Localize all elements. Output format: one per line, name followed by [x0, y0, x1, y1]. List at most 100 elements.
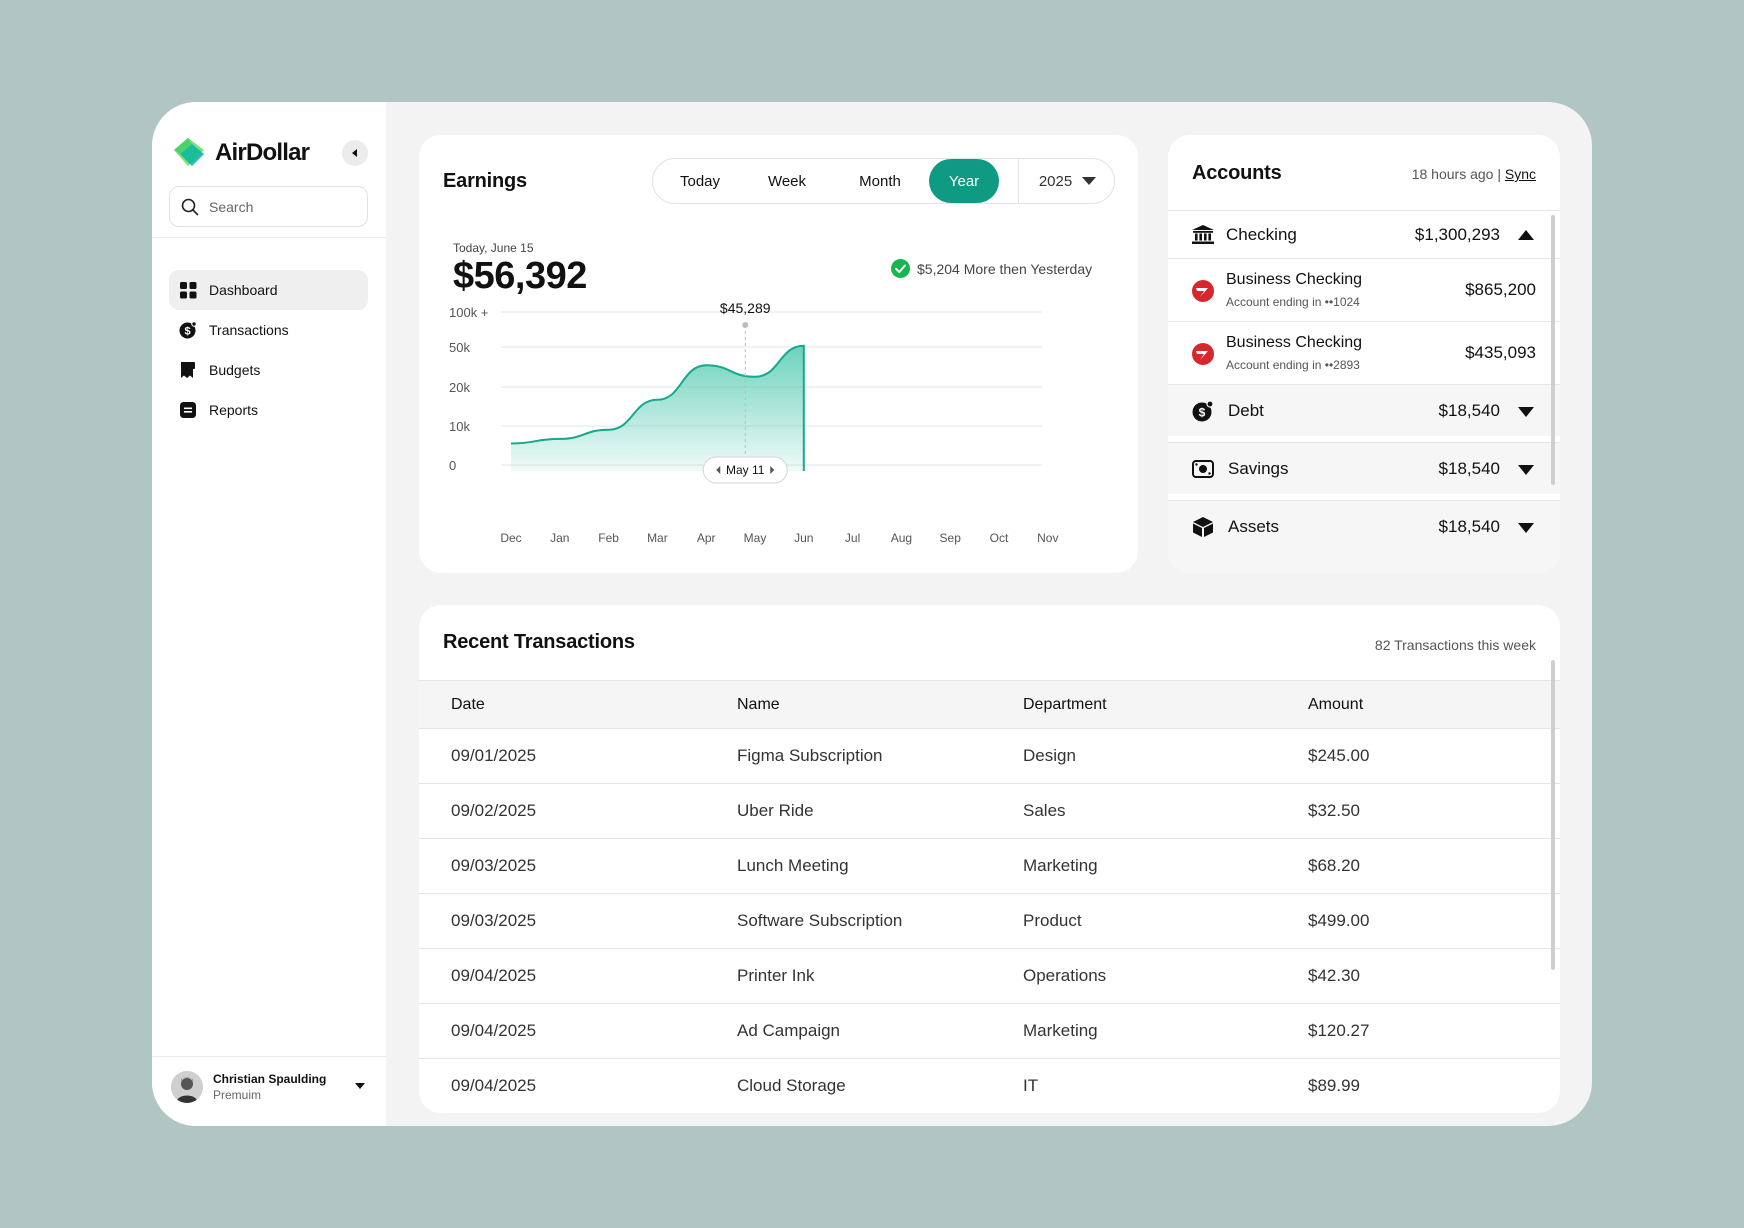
nav-item-reports[interactable]: Reports	[169, 390, 368, 430]
table-row[interactable]: 09/03/2025 Lunch Meeting Marketing $68.2…	[419, 838, 1560, 893]
cell-name: Figma Subscription	[737, 746, 883, 765]
user-profile[interactable]: Christian Spaulding Premuim	[171, 1071, 371, 1103]
account-group-checking[interactable]: Checking $1,300,293	[1168, 210, 1560, 258]
debt-icon: $	[1192, 400, 1214, 422]
y-tick-label: 100k +	[449, 305, 488, 320]
cell-name: Printer Ink	[737, 966, 815, 985]
avatar	[171, 1071, 203, 1103]
user-divider	[152, 1056, 386, 1057]
search-icon	[181, 198, 199, 215]
document-icon	[179, 401, 197, 419]
cell-amount: $68.20	[1308, 856, 1360, 875]
table-row[interactable]: 09/04/2025 Ad Campaign Marketing $120.27	[419, 1003, 1560, 1058]
earnings-amount: $56,392	[453, 255, 587, 297]
cell-amount: $42.30	[1308, 966, 1360, 985]
collapse-sidebar-button[interactable]	[342, 140, 368, 166]
cell-department: Marketing	[1023, 856, 1098, 875]
bank-logo-icon	[1192, 280, 1214, 302]
area-line	[510, 344, 805, 471]
account-sub: Account ending in ••1024	[1226, 295, 1360, 309]
x-tick-label: Dec	[500, 531, 521, 545]
cell-department: Design	[1023, 746, 1076, 765]
x-tick-label: Feb	[598, 531, 619, 545]
account-group-name: Assets	[1228, 517, 1280, 536]
column-header-amount[interactable]: Amount	[1308, 695, 1364, 713]
cell-amount: $120.27	[1308, 1021, 1370, 1040]
scrubber-right-icon[interactable]	[770, 466, 775, 474]
date-scrubber[interactable]: May 11	[702, 456, 788, 484]
cell-name: Uber Ride	[737, 801, 814, 820]
account-group-name: Debt	[1228, 401, 1264, 420]
updated-text: 18 hours ago |	[1411, 166, 1501, 182]
accounts-title: Accounts	[1192, 162, 1282, 184]
nav-item-dashboard[interactable]: Dashboard	[169, 270, 368, 310]
cell-date: 09/02/2025	[451, 801, 537, 820]
account-group-debt[interactable]: $ Debt $18,540	[1168, 384, 1560, 436]
account-group-name: Checking	[1226, 225, 1297, 244]
nav-item-budgets[interactable]: Budgets	[169, 350, 368, 390]
accounts-scrollbar[interactable]	[1551, 215, 1555, 485]
tab-month[interactable]: Month	[859, 172, 901, 190]
account-group-value: $18,540	[1438, 517, 1500, 536]
area-fill	[511, 345, 804, 471]
airdollar-logo-icon	[174, 138, 204, 166]
x-tick-label: Jul	[845, 531, 860, 545]
year-select[interactable]: 2025	[1018, 159, 1116, 203]
column-header-name[interactable]: Name	[737, 695, 780, 713]
account-business-checking-2893[interactable]: Business Checking Account ending in ••28…	[1168, 321, 1560, 384]
cell-date: 09/04/2025	[451, 966, 537, 985]
x-tick-label: Jan	[550, 531, 569, 545]
account-value: $865,200	[1465, 280, 1536, 299]
nav-item-transactions[interactable]: $ Transactions	[169, 310, 368, 350]
account-group-value: $18,540	[1438, 401, 1500, 420]
cell-department: IT	[1023, 1076, 1039, 1095]
svg-text:$: $	[1199, 406, 1206, 420]
transactions-scrollbar[interactable]	[1551, 660, 1555, 970]
y-tick-label: 10k	[449, 419, 470, 434]
caret-down-icon[interactable]	[355, 1083, 365, 1089]
y-tick-label: 0	[449, 458, 456, 473]
tab-today[interactable]: Today	[679, 172, 721, 190]
y-tick-label: 50k	[449, 340, 470, 355]
caret-down-icon	[1518, 407, 1534, 417]
caret-up-icon	[1518, 230, 1534, 240]
nav-label: Transactions	[209, 322, 289, 338]
period-tabs: Today Week Month Year 2025	[652, 158, 1115, 204]
column-header-date[interactable]: Date	[451, 695, 485, 713]
table-row[interactable]: 09/04/2025 Printer Ink Operations $42.30	[419, 948, 1560, 1003]
account-business-checking-1024[interactable]: Business Checking Account ending in ••10…	[1168, 258, 1560, 321]
x-tick-label: Aug	[891, 531, 912, 545]
cell-name: Software Subscription	[737, 911, 903, 930]
account-group-assets[interactable]: Assets $18,540	[1168, 500, 1560, 573]
cell-name: Cloud Storage	[737, 1076, 846, 1095]
tab-week[interactable]: Week	[767, 172, 807, 190]
logo[interactable]: AirDollar	[170, 136, 310, 170]
table-row[interactable]: 09/02/2025 Uber Ride Sales $32.50	[419, 783, 1560, 838]
caret-down-icon	[1518, 523, 1534, 533]
table-row[interactable]: 09/01/2025 Figma Subscription Design $24…	[419, 728, 1560, 783]
earnings-title: Earnings	[443, 170, 527, 192]
x-tick-label: Apr	[697, 531, 716, 545]
sync-link[interactable]: Sync	[1504, 166, 1536, 182]
x-tick-label: May	[744, 531, 767, 545]
cell-date: 09/01/2025	[451, 746, 537, 765]
account-group-savings[interactable]: Savings $18,540	[1168, 442, 1560, 494]
x-tick-label: Jun	[794, 531, 813, 545]
x-tick-label: Nov	[1037, 531, 1058, 545]
highlight-value: $45,289	[720, 300, 771, 316]
bank-logo-icon	[1192, 343, 1214, 365]
scrubber-left-icon[interactable]	[716, 466, 721, 474]
main-nav: Dashboard $ Transactions Budgets Reports	[169, 270, 368, 430]
x-tick-label: Sep	[940, 531, 962, 545]
cell-name: Lunch Meeting	[737, 856, 849, 875]
search-box[interactable]	[169, 186, 368, 227]
column-header-department[interactable]: Department	[1023, 695, 1107, 713]
cell-department: Marketing	[1023, 1021, 1098, 1040]
tab-year[interactable]: Year	[929, 159, 999, 203]
x-tick-label: Mar	[647, 531, 668, 545]
table-row[interactable]: 09/03/2025 Software Subscription Product…	[419, 893, 1560, 948]
search-input[interactable]	[209, 198, 359, 215]
earnings-card: Earnings Today Week Month Year 2025 Toda…	[419, 135, 1138, 573]
table-row[interactable]: 09/04/2025 Cloud Storage IT $89.99	[419, 1058, 1560, 1113]
cell-date: 09/04/2025	[451, 1076, 537, 1095]
